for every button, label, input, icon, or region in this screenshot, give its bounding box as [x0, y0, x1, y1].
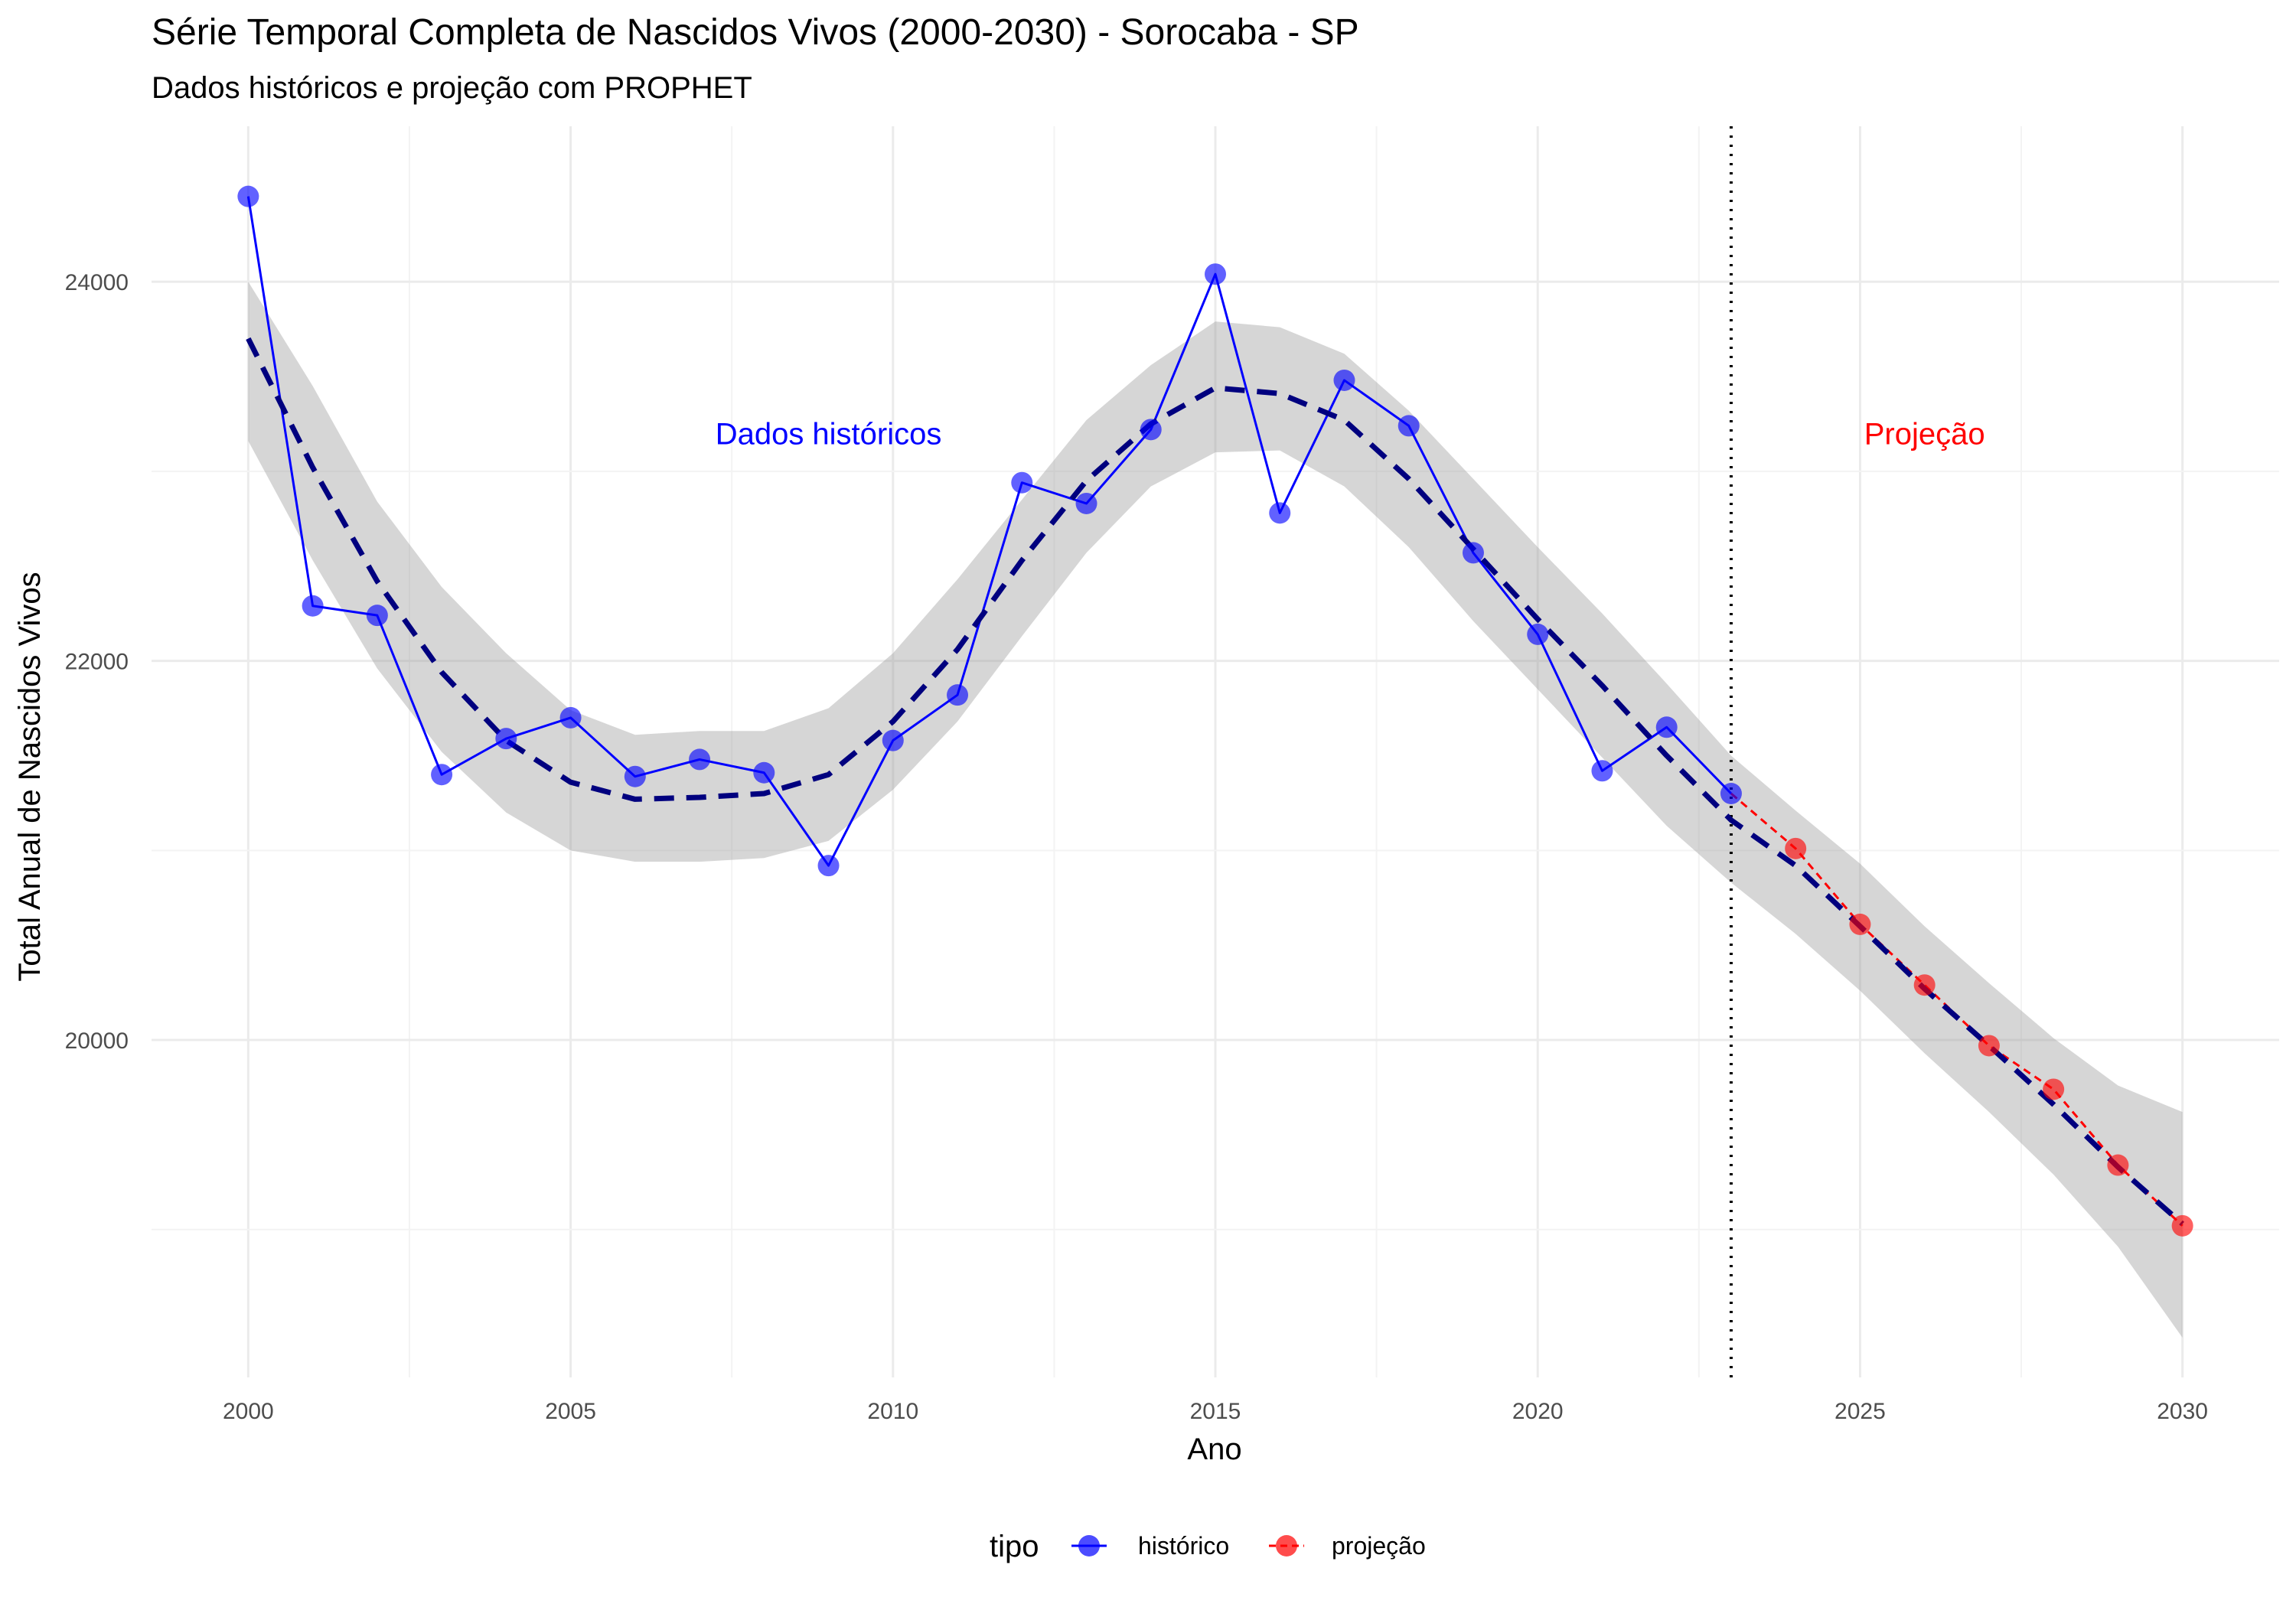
y-axis-label: Total Anual de Nascidos Vivos: [13, 572, 47, 981]
legend: tipo histórico projeção: [990, 1530, 1426, 1563]
chart-title: Série Temporal Completa de Nascidos Vivo…: [152, 12, 1359, 53]
x-tick-label: 2005: [545, 1399, 596, 1424]
x-tick-label: 2000: [223, 1399, 274, 1424]
data-point-historico: [1527, 623, 1549, 645]
y-tick-label: 20000: [65, 1028, 129, 1054]
annotations: Dados históricos Projeção: [716, 417, 1985, 451]
data-point-historico: [366, 605, 388, 627]
legend-item-historico: histórico: [1071, 1532, 1229, 1560]
data-point-historico: [1011, 471, 1033, 494]
data-point-historico: [1140, 419, 1162, 441]
confidence-band: [248, 282, 2183, 1338]
legend-label-historico: histórico: [1138, 1532, 1229, 1560]
x-tick-label: 2020: [1512, 1399, 1564, 1424]
legend-item-projecao: projeção: [1269, 1532, 1426, 1560]
confidence-band-area: [248, 282, 2183, 1338]
data-point-projecao: [1785, 837, 1807, 859]
data-point-historico: [1655, 716, 1678, 738]
y-tick-label: 24000: [65, 270, 129, 295]
data-point-historico: [882, 729, 904, 751]
y-tick-label: 22000: [65, 650, 129, 675]
data-point-historico: [1397, 415, 1420, 437]
x-axis-label: Ano: [1187, 1433, 1241, 1466]
data-point-projecao: [2107, 1154, 2129, 1176]
series-line-historico: [246, 196, 1733, 867]
x-tick-label: 2015: [1190, 1399, 1241, 1424]
data-point-historico: [1591, 760, 1613, 782]
x-tick-label: 2010: [867, 1399, 918, 1424]
data-point-historico: [495, 728, 517, 750]
x-tick-label: 2025: [1835, 1399, 1886, 1424]
chart-subtitle: Dados históricos e projeção com PROPHET: [152, 71, 752, 105]
gridlines: [152, 126, 2279, 1377]
data-point-historico: [1462, 542, 1484, 564]
data-point-historico: [624, 765, 646, 787]
data-point-projecao: [1913, 974, 1936, 996]
legend-key-point-historico: [1078, 1535, 1100, 1556]
legend-title: tipo: [990, 1530, 1039, 1563]
data-point-historico: [237, 185, 259, 207]
data-point-historico: [431, 764, 453, 786]
data-point-historico: [817, 855, 840, 877]
data-point-projecao: [2171, 1214, 2193, 1237]
data-point-projecao: [1978, 1035, 2000, 1057]
legend-key-point-projecao: [1276, 1535, 1297, 1556]
data-point-historico: [753, 761, 775, 784]
annotation-projecao: Projeção: [1864, 417, 1985, 451]
data-point-historico: [1075, 492, 1097, 514]
data-point-historico: [302, 595, 324, 617]
data-point-historico: [1269, 502, 1291, 524]
annotation-dados-historicos: Dados históricos: [716, 417, 942, 451]
data-point-historico: [689, 748, 711, 771]
y-axis-ticks: 20000 22000 24000: [65, 270, 129, 1054]
data-points: [237, 185, 2193, 1237]
data-point-historico: [1205, 263, 1226, 285]
data-point-historico: [559, 706, 582, 729]
data-point-projecao: [2043, 1078, 2065, 1100]
data-point-historico: [1333, 369, 1355, 391]
data-point-projecao: [1849, 913, 1871, 935]
data-point-historico: [1720, 783, 1742, 804]
data-point-historico: [947, 684, 969, 706]
legend-label-projecao: projeção: [1332, 1532, 1426, 1560]
x-axis-ticks: 2000 2005 2010 2015 2020 2025 2030: [223, 1399, 2208, 1424]
x-tick-label: 2030: [2157, 1399, 2208, 1424]
